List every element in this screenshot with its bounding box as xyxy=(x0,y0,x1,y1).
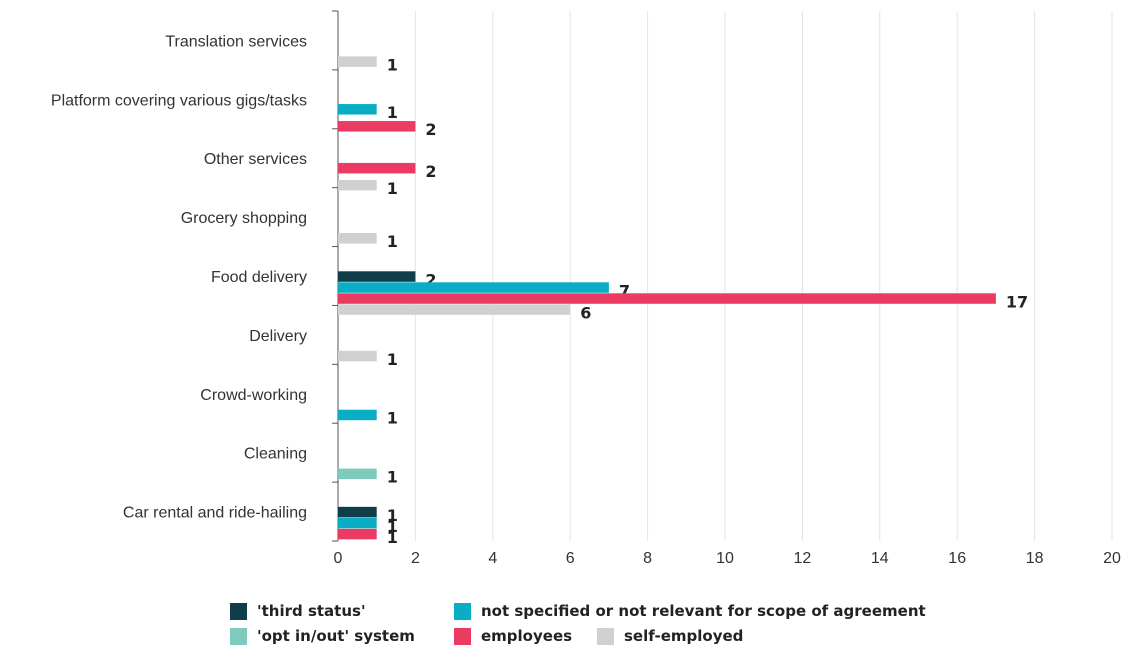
data-label: 1 xyxy=(387,232,398,251)
category-label: Food delivery xyxy=(211,269,307,286)
category-label: Platform covering various gigs/tasks xyxy=(51,92,307,109)
bar xyxy=(338,350,377,362)
data-label: 1 xyxy=(387,350,398,369)
bar xyxy=(338,179,377,191)
data-label: 7 xyxy=(619,281,630,300)
legend-swatch xyxy=(454,627,471,645)
x-tick-label: 2 xyxy=(411,550,420,567)
data-label: 6 xyxy=(580,303,591,322)
bar xyxy=(338,506,377,518)
bar xyxy=(338,293,996,304)
bar xyxy=(338,282,609,293)
legend-label: 'opt in/out' system xyxy=(257,627,415,645)
x-tick-label: 4 xyxy=(488,550,497,567)
bar xyxy=(338,104,377,115)
legend-item-self-employed: self-employed xyxy=(597,625,743,647)
bar xyxy=(338,517,377,529)
data-label: 1 xyxy=(387,103,398,122)
x-tick-label: 12 xyxy=(794,550,812,567)
category-label: Delivery xyxy=(249,328,307,345)
x-tick-label: 6 xyxy=(566,550,575,567)
data-label: 1 xyxy=(387,55,398,74)
data-label: 2 xyxy=(425,162,436,181)
x-tick-label: 14 xyxy=(871,550,889,567)
bar xyxy=(338,468,377,480)
legend-swatch xyxy=(454,602,471,620)
category-label: Car rental and ride-hailing xyxy=(123,505,307,522)
data-label: 1 xyxy=(387,179,398,198)
bar xyxy=(338,233,377,244)
x-tick-label: 18 xyxy=(1026,550,1044,567)
legend-swatch xyxy=(597,627,614,645)
bar xyxy=(338,271,416,282)
data-label: 1 xyxy=(387,409,398,428)
data-label: 17 xyxy=(1006,292,1028,311)
bar xyxy=(338,121,416,132)
category-label: Crowd-working xyxy=(200,387,307,404)
bar xyxy=(338,528,377,540)
legend-label: not specified or not relevant for scope … xyxy=(481,602,926,620)
category-label: Grocery shopping xyxy=(181,210,307,227)
x-tick-label: 8 xyxy=(643,550,652,567)
legend-item-employees: employees xyxy=(454,625,572,647)
data-label: 2 xyxy=(425,120,436,139)
x-tick-label: 0 xyxy=(334,550,343,567)
category-label: Cleaning xyxy=(244,446,307,463)
data-label: 1 xyxy=(387,468,398,487)
bar xyxy=(338,162,416,174)
category-label: Translation services xyxy=(165,33,307,50)
bar xyxy=(338,304,571,315)
legend-item-opt-in-out: 'opt in/out' system xyxy=(230,625,415,647)
legend-label: self-employed xyxy=(624,627,744,645)
legend-item-third-status: 'third status' xyxy=(230,600,366,622)
legend-swatch xyxy=(230,602,247,620)
bar xyxy=(338,56,377,67)
x-tick-label: 10 xyxy=(716,550,734,567)
data-label: 1 xyxy=(387,528,398,547)
category-label: Other services xyxy=(204,151,307,168)
bar xyxy=(338,409,377,421)
data-label: 1 xyxy=(387,506,398,525)
legend-item-not-specified: not specified or not relevant for scope … xyxy=(454,600,926,622)
legend-label: 'third status' xyxy=(257,602,366,620)
x-tick-label: 20 xyxy=(1103,550,1121,567)
x-tick-label: 16 xyxy=(948,550,966,567)
legend-label: employees xyxy=(481,627,573,645)
data-label: 1 xyxy=(387,517,398,536)
data-label: 2 xyxy=(425,270,436,289)
legend-swatch xyxy=(230,627,247,645)
